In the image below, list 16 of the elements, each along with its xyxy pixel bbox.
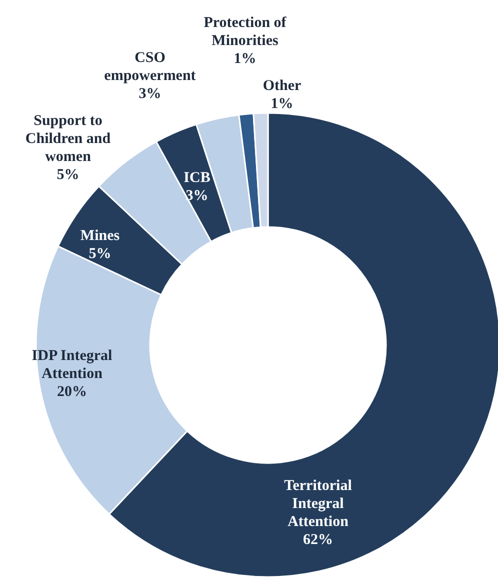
data-label: 3% (138, 86, 162, 102)
slice-label: Mines (80, 228, 120, 244)
slice-label: Support to Children and women (25, 113, 112, 165)
data-label: 5% (56, 167, 80, 183)
data-label: 3% (186, 188, 208, 204)
slice-label: Other (262, 78, 302, 94)
slice-label: Territorial Integral Attention (284, 478, 352, 530)
data-label: 1% (234, 51, 256, 67)
slice-label: Protection of Minorities (204, 15, 288, 49)
data-label: 5% (88, 246, 112, 262)
slice-label: ICB (184, 170, 210, 186)
slice-label: CSO empowerment (104, 50, 196, 84)
slice-label: IDP Integral Attention (32, 348, 112, 382)
data-label: 62% (303, 532, 333, 548)
data-label: 20% (57, 384, 87, 400)
data-label: 1% (270, 96, 294, 112)
